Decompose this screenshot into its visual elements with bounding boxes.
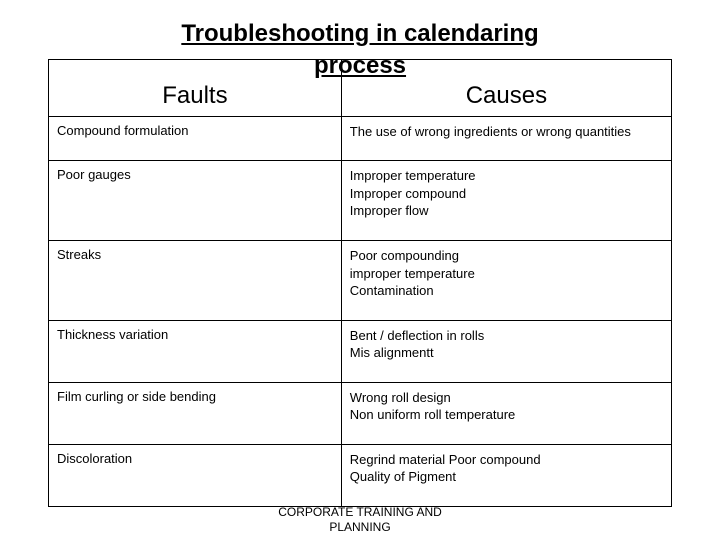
table-row: Compound formulation The use of wrong ing… [49, 116, 672, 161]
cause-line: improper temperature [350, 265, 663, 283]
cause-cell: Improper temperatureImproper compoundImp… [341, 161, 671, 241]
cause-line: Contamination [350, 282, 663, 300]
cause-line: Non uniform roll temperature [350, 406, 663, 424]
cause-line: The use of wrong ingredients or wrong qu… [350, 123, 663, 141]
fault-cell: Thickness variation [49, 320, 342, 382]
cause-line: Poor compounding [350, 247, 663, 265]
header-faults: Faults [49, 59, 342, 116]
table-row: DiscolorationRegrind material Poor compo… [49, 444, 672, 506]
table-body: Compound formulation The use of wrong ing… [49, 116, 672, 506]
cause-line: Improper compound [350, 185, 663, 203]
fault-cell: Discoloration [49, 444, 342, 506]
cause-cell: The use of wrong ingredients or wrong qu… [341, 116, 671, 161]
fault-cell: Compound formulation [49, 116, 342, 161]
cause-line: Mis alignmentt [350, 344, 663, 362]
table-row: Thickness variationBent / deflection in … [49, 320, 672, 382]
footer-text: CORPORATE TRAINING AND PLANNING [0, 505, 720, 534]
cause-line: Bent / deflection in rolls [350, 327, 663, 345]
cause-cell: Regrind material Poor compoundQuality of… [341, 444, 671, 506]
table-row: Poor gaugesImproper temperatureImproper … [49, 161, 672, 241]
table-row: Film curling or side bendingWrong roll d… [49, 382, 672, 444]
cause-cell: Wrong roll designNon uniform roll temper… [341, 382, 671, 444]
cause-line: Improper flow [350, 202, 663, 220]
fault-cell: Film curling or side bending [49, 382, 342, 444]
cause-cell: Bent / deflection in rollsMis alignmentt [341, 320, 671, 382]
footer-line-1: CORPORATE TRAINING AND [278, 505, 442, 519]
cause-line: Wrong roll design [350, 389, 663, 407]
cause-line: Regrind material Poor compound [350, 451, 663, 469]
cause-line: Quality of Pigment [350, 468, 663, 486]
title-line-1: Troubleshooting in calendaring [181, 20, 538, 47]
cause-cell: Poor compoundingimproper temperatureCont… [341, 240, 671, 320]
fault-cell: Streaks [49, 240, 342, 320]
troubleshooting-table: Faults Causes Compound formulationThe us… [48, 59, 672, 507]
table-container: Faults Causes Compound formulationThe us… [48, 59, 672, 507]
slide-page: Troubleshooting in calendaring process F… [0, 0, 720, 540]
cause-line: Improper temperature [350, 167, 663, 185]
title-line-2: process [314, 52, 406, 79]
footer-line-2: PLANNING [329, 520, 390, 534]
table-row: StreaksPoor compoundingimproper temperat… [49, 240, 672, 320]
fault-cell: Poor gauges [49, 161, 342, 241]
